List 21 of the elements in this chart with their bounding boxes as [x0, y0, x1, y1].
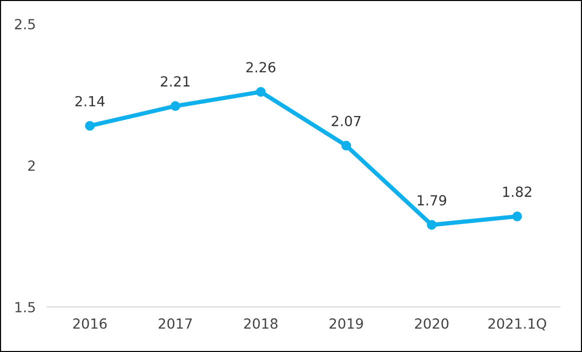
x-tick-label: 2017	[158, 318, 192, 329]
y-tick-label: 2.5	[14, 18, 35, 30]
point	[426, 220, 437, 230]
x-tick-label: 2018	[244, 318, 278, 329]
data-label: 2.07	[332, 116, 361, 126]
data-label: 1.82	[503, 186, 532, 198]
point	[170, 101, 180, 111]
point	[256, 86, 266, 97]
x-tick-label: 2020	[415, 318, 448, 329]
data-label: 2.26	[246, 62, 276, 72]
point	[512, 212, 522, 222]
data-label: 1.79	[418, 195, 446, 206]
data-label: 2.14	[75, 96, 105, 106]
y-tick-label: 2	[28, 160, 35, 171]
x-tick-label: 2021.1Q	[488, 318, 546, 330]
y-tick-label: 1.5	[15, 302, 35, 312]
data-label: 2.21	[160, 76, 190, 86]
point	[85, 120, 95, 131]
x-tick-label: 2016	[73, 318, 107, 329]
point	[341, 140, 352, 150]
x-tick-label: 2019	[330, 318, 363, 329]
